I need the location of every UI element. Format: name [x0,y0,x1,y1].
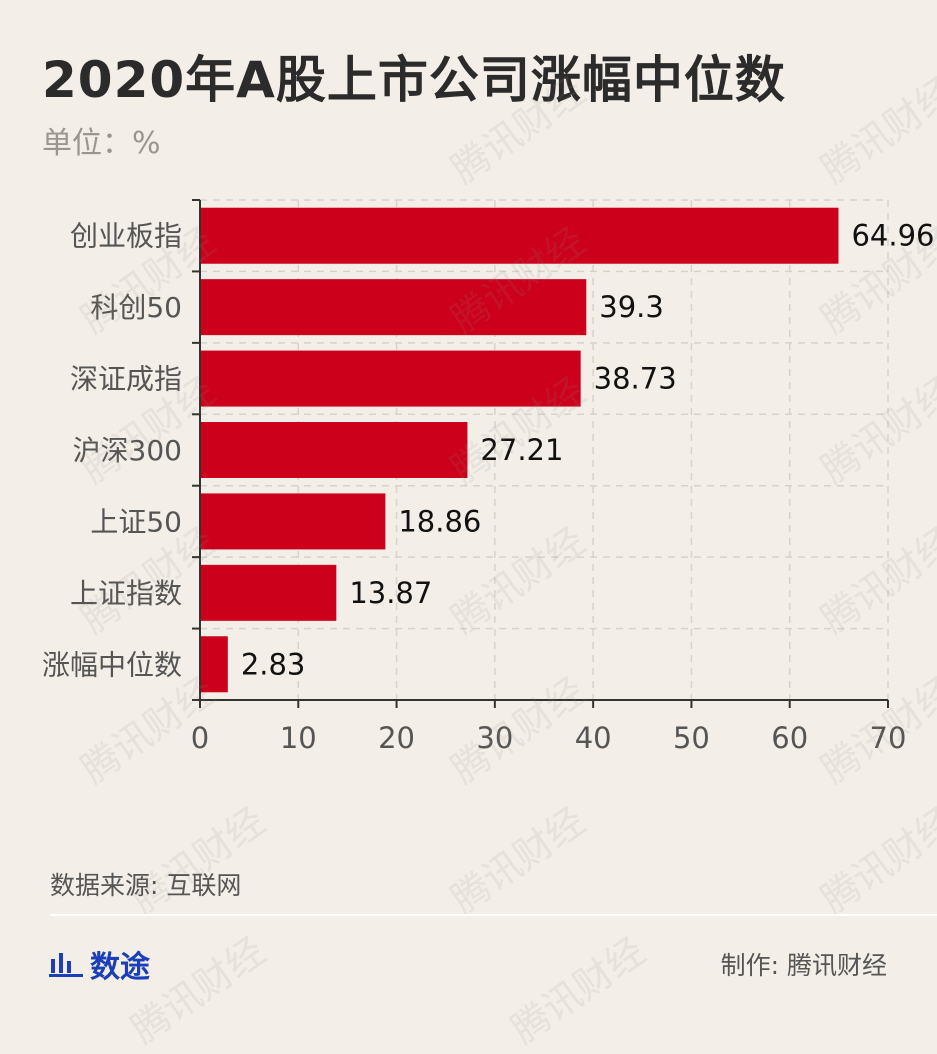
x-tick-label: 50 [673,721,710,755]
x-tick-label: 20 [378,721,415,755]
bar [200,350,581,407]
category-label: 上证50 [90,505,182,538]
bar-value-label: 64.96 [851,219,934,253]
brand-logo[interactable]: 数途 [48,942,150,986]
category-label: 创业板指 [70,220,182,253]
watermark-text: 腾讯财经 [123,798,273,922]
bar-value-label: 2.83 [241,647,306,681]
category-label: 涨幅中位数 [42,648,182,681]
brand-name: 数途 [90,950,150,985]
watermark-text: 腾讯财经 [503,928,653,1052]
x-tick-label: 30 [476,721,513,755]
category-label: 沪深300 [73,434,182,467]
bar [200,279,587,336]
bar [200,422,468,478]
bar-value-label: 38.73 [594,362,677,396]
bar-chart: 64.96 创业板指 39.3 科创50 38.73 深证成指 27.21 沪深300 18.8… [42,199,934,755]
maker-credit: 制作: 腾讯财经 [720,951,887,980]
x-tick-label: 40 [575,721,612,755]
bar-value-label: 27.21 [480,433,563,467]
watermark-text: 腾讯财经 [443,798,593,922]
x-tick-label: 10 [280,721,317,755]
bar [200,564,337,621]
category-label: 科创50 [90,291,182,324]
x-tick-label: 60 [771,721,808,755]
bar [200,636,228,693]
unit-label: 单位：% [42,126,161,161]
x-tick-label: 70 [870,721,907,755]
footer-divider [50,914,937,916]
chart-title: 2020年A股上市公司涨幅中位数 [42,51,786,109]
data-source: 数据来源: 互联网 [50,871,242,900]
category-label: 深证成指 [70,363,182,396]
category-label: 上证指数 [70,577,182,610]
bar-value-label: 18.86 [398,504,481,538]
bar [200,207,839,264]
x-tick-label: 0 [191,721,209,755]
bar-value-label: 39.3 [599,290,664,324]
bar-chart-icon [49,953,83,977]
watermark-text: 腾讯财经 [813,798,937,922]
bar [200,493,386,550]
bar-value-label: 13.87 [349,576,432,610]
